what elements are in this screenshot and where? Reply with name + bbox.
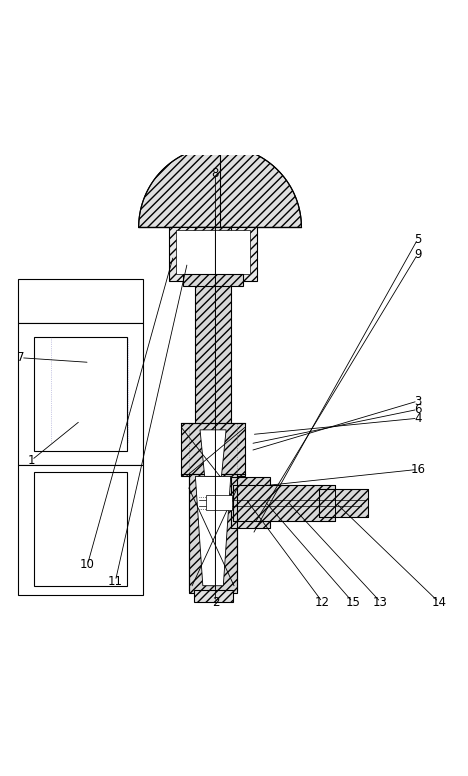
Bar (18, 465, 143, 595)
Text: 6: 6 (414, 403, 422, 416)
Text: 13: 13 (373, 595, 388, 608)
Text: 16: 16 (410, 463, 425, 476)
Bar (233, 485, 336, 521)
Bar (233, 485, 336, 521)
Text: 1: 1 (28, 454, 36, 466)
Bar (183, 274, 243, 286)
Bar (34, 337, 127, 451)
Text: 9: 9 (414, 248, 422, 261)
Text: 2: 2 (212, 595, 219, 608)
Bar (206, 495, 232, 511)
Text: 10: 10 (80, 558, 95, 571)
Text: 15: 15 (345, 595, 360, 608)
Bar (189, 474, 237, 593)
Bar (18, 279, 143, 323)
Text: 11: 11 (108, 574, 123, 587)
Text: 4: 4 (414, 412, 422, 424)
Text: 12: 12 (315, 595, 330, 608)
Polygon shape (195, 476, 231, 586)
Text: 14: 14 (431, 595, 446, 608)
Text: 8: 8 (212, 168, 219, 181)
Bar (231, 477, 271, 528)
Bar (169, 227, 257, 281)
Text: 3: 3 (414, 394, 422, 407)
Bar (182, 423, 245, 476)
Bar (34, 472, 127, 586)
Bar (319, 489, 368, 517)
Polygon shape (200, 430, 226, 476)
Bar (18, 323, 143, 465)
Text: 5: 5 (414, 233, 422, 246)
Polygon shape (139, 146, 301, 227)
Bar (319, 489, 368, 517)
Bar (176, 230, 250, 274)
Bar (194, 591, 233, 602)
Text: 7: 7 (17, 352, 25, 364)
Bar (195, 227, 231, 509)
